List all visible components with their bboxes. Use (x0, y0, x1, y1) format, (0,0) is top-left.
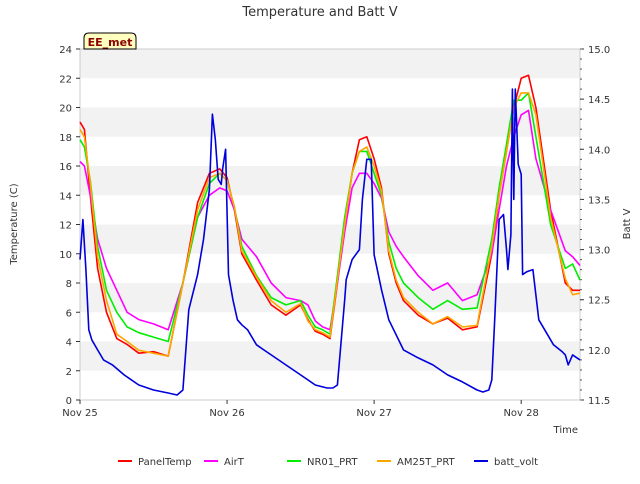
legend: PanelTemp AirT NR01_PRT AM25T_PRT batt_volt (118, 457, 538, 468)
legend-label: PanelTemp (138, 457, 192, 468)
y-tick-label: 12 (59, 221, 72, 232)
chart-title: Temperature and Batt V (241, 5, 397, 20)
grid-band (80, 49, 580, 79)
legend-label: AM25T_PRT (397, 457, 456, 468)
y2-tick-label: 12.0 (588, 346, 610, 357)
series-lines (79, 74, 581, 396)
series-line-am25t-prt (79, 92, 581, 357)
series-line-batt-volt (79, 88, 581, 396)
y-tick-label: 8 (66, 279, 72, 290)
y2-tick-label: 13.0 (588, 246, 610, 257)
y-tick-label: 22 (59, 74, 72, 85)
y2-tick-label: 13.5 (588, 195, 610, 206)
y-tick-label: 16 (59, 162, 72, 173)
badge-shape (83, 32, 137, 50)
y2-tick-label: 14.0 (588, 145, 610, 156)
y-tick-label: 0 (66, 396, 72, 407)
y-tick-label: 20 (59, 104, 72, 115)
y2-tick-label: 15.0 (588, 45, 610, 56)
station-badge: EE_met (83, 32, 137, 50)
grid-band (80, 341, 580, 371)
y-tick-label: 14 (59, 191, 72, 202)
badge-label: EE_met (88, 36, 133, 49)
y2-tick-label: 11.5 (588, 396, 610, 407)
grid-band (80, 107, 580, 137)
grid-band (80, 166, 580, 196)
y-tick-label: 10 (59, 250, 72, 261)
grid-band (80, 283, 580, 313)
x-tick-label: Nov 28 (503, 408, 538, 419)
x-tick-label: Nov 27 (356, 408, 391, 419)
x-axis: Nov 25 Nov 26 Nov 27 Nov 28 (62, 400, 539, 419)
y-tick-label: 18 (59, 133, 72, 144)
y-tick-label: 24 (59, 45, 72, 56)
legend-label: AirT (224, 457, 245, 468)
x-tick-label: Nov 26 (209, 408, 244, 419)
y-tick-label: 4 (66, 338, 72, 349)
x-axis-label: Time (553, 425, 578, 436)
y2-axis: 11.5 12.0 12.5 13.0 13.5 14.0 14.5 15.0 (580, 45, 610, 407)
y-axis-label: Temperature (C) (9, 183, 20, 265)
y2-axis-label: Batt V (622, 208, 633, 239)
y2-tick-label: 14.5 (588, 95, 610, 106)
legend-label: batt_volt (494, 457, 538, 468)
y2-tick-label: 12.5 (588, 296, 610, 307)
legend-label: NR01_PRT (307, 457, 358, 468)
y-tick-label: 6 (66, 308, 72, 319)
y-tick-label: 2 (66, 367, 72, 378)
x-tick-label: Nov 25 (62, 408, 97, 419)
